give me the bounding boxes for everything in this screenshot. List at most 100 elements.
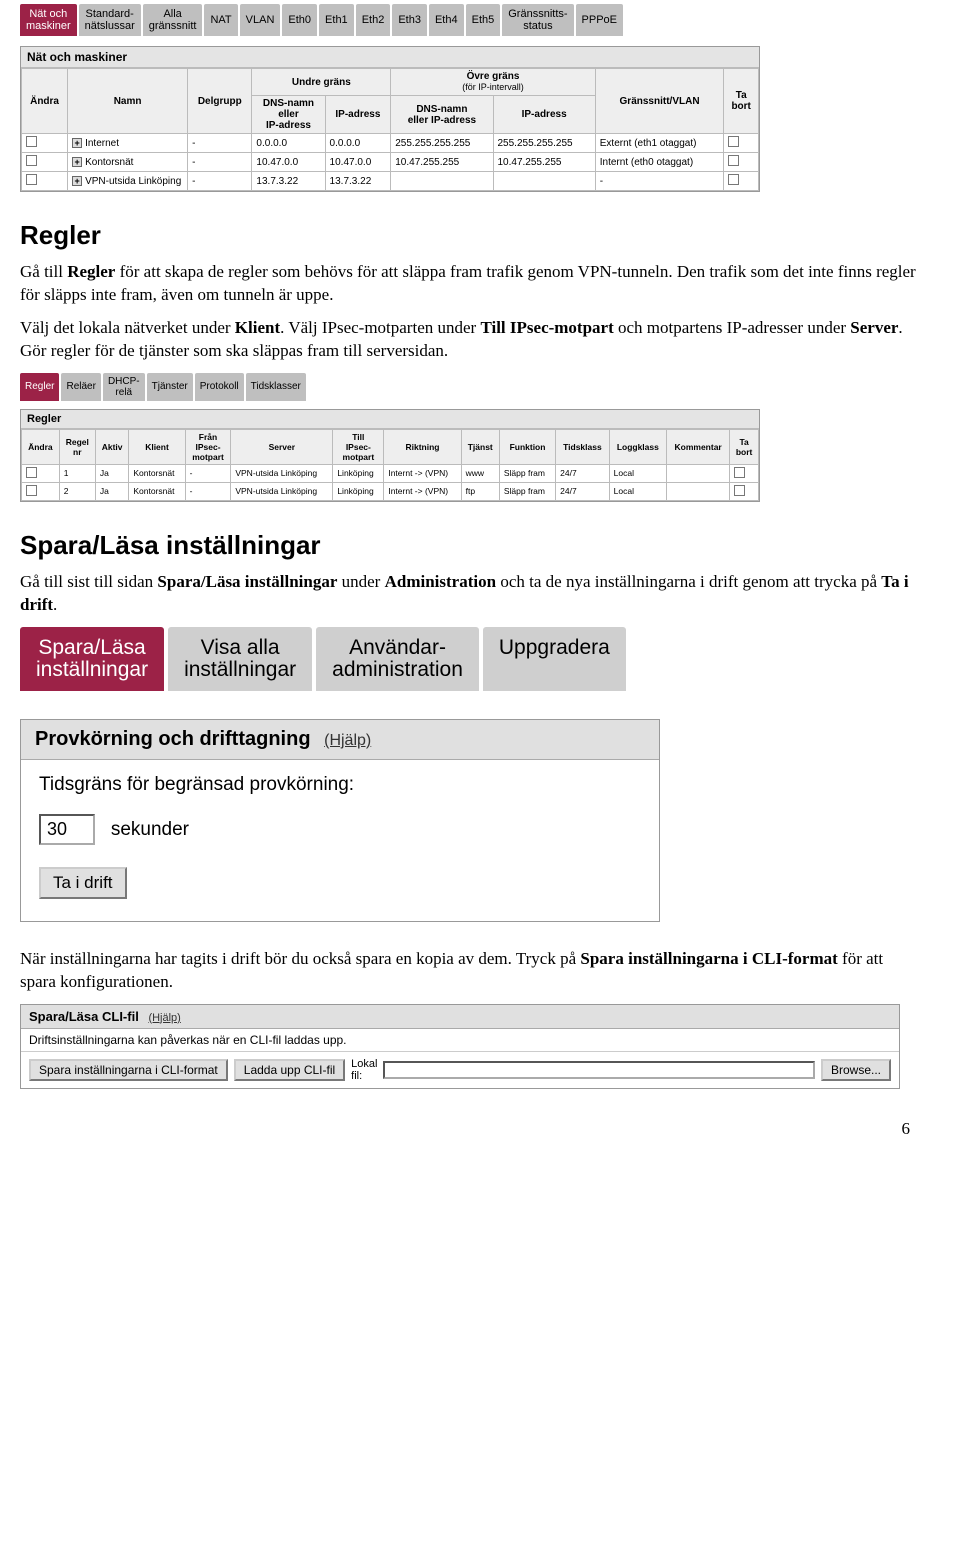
- admin-tab-bar: Spara/Läsa inställningar Visa alla instä…: [20, 627, 940, 691]
- delete-checkbox[interactable]: [728, 136, 739, 147]
- th: Aktiv: [95, 429, 128, 464]
- table-row: +Kontorsnät-10.47.0.010.47.0.010.47.255.…: [22, 153, 759, 172]
- heading-spara: Spara/Läsa inställningar: [20, 530, 940, 561]
- tab-pppoe[interactable]: PPPoE: [576, 4, 623, 36]
- th-undre: Undre gräns: [252, 69, 391, 96]
- th: Tidsklass: [556, 429, 609, 464]
- th-dns2: DNS-namn eller IP-adress: [391, 96, 493, 134]
- networks-table: Ändra Namn Delgrupp Undre gräns Övre grä…: [21, 68, 759, 191]
- th: Tjänst: [461, 429, 499, 464]
- tab-nat-och-maskiner[interactable]: Nät och maskiner: [20, 4, 77, 36]
- tab-relaer[interactable]: Reläer: [61, 373, 100, 401]
- th: Loggklass: [609, 429, 666, 464]
- cli-help-link[interactable]: (Hjälp): [148, 1012, 180, 1024]
- th-granssnitt: Gränssnitt/VLAN: [595, 69, 724, 134]
- edit-checkbox[interactable]: [26, 136, 37, 147]
- th: Funktion: [499, 429, 555, 464]
- page-number: 6: [20, 1119, 940, 1139]
- edit-checkbox[interactable]: [26, 174, 37, 185]
- limit-label: Tidsgräns för begränsad provkörning:: [39, 774, 641, 796]
- tab-standard-natslussar[interactable]: Standard- nätslussar: [79, 4, 141, 36]
- th: Från IPsec- motpart: [185, 429, 231, 464]
- delete-checkbox[interactable]: [734, 467, 745, 478]
- tab-spara-lasa[interactable]: Spara/Läsa inställningar: [20, 627, 164, 691]
- tab-regler[interactable]: Regler: [20, 373, 59, 401]
- edit-checkbox[interactable]: [26, 467, 37, 478]
- table-row: 1JaKontorsnät-VPN-utsida LinköpingLinköp…: [22, 464, 759, 482]
- networks-panel-title: Nät och maskiner: [21, 47, 759, 68]
- limit-unit: sekunder: [111, 819, 189, 840]
- tab-eth2[interactable]: Eth2: [356, 4, 391, 36]
- admin-screenshot: Spara/Läsa inställningar Visa alla instä…: [20, 627, 940, 922]
- networks-screenshot: Nät och maskiner Standard- nätslussar Al…: [20, 4, 940, 192]
- expand-icon[interactable]: +: [72, 157, 82, 167]
- spara-para: Gå till sist till sidan Spara/Läsa instä…: [20, 571, 920, 617]
- tab-eth4[interactable]: Eth4: [429, 4, 464, 36]
- rules-panel-title: Regler: [21, 410, 759, 429]
- heading-regler: Regler: [20, 220, 940, 251]
- tab-uppgradera[interactable]: Uppgradera: [483, 627, 626, 691]
- th: Till IPsec- motpart: [333, 429, 384, 464]
- table-row: 2JaKontorsnät-VPN-utsida LinköpingLinköp…: [22, 482, 759, 500]
- delete-checkbox[interactable]: [734, 485, 745, 496]
- networks-tab-bar: Nät och maskiner Standard- nätslussar Al…: [20, 4, 940, 36]
- tab-tidsklasser[interactable]: Tidsklasser: [246, 373, 306, 401]
- rules-table: ÄndraRegel nrAktivKlientFrån IPsec- motp…: [21, 429, 759, 501]
- th-namn: Namn: [68, 69, 188, 134]
- th: Kommentar: [667, 429, 730, 464]
- table-row: +Internet-0.0.0.00.0.0.0255.255.255.2552…: [22, 134, 759, 153]
- cli-panel: Spara/Läsa CLI-fil (Hjälp) Driftsinställ…: [20, 1004, 900, 1089]
- rules-tab-bar: Regler Reläer DHCP- relä Tjänster Protok…: [20, 373, 940, 401]
- tab-protokoll[interactable]: Protokoll: [195, 373, 244, 401]
- expand-icon[interactable]: +: [72, 176, 82, 186]
- edit-checkbox[interactable]: [26, 155, 37, 166]
- cli-load-button[interactable]: Ladda upp CLI-fil: [234, 1059, 345, 1081]
- tab-eth3[interactable]: Eth3: [392, 4, 427, 36]
- th-tabort: Ta bort: [724, 69, 759, 134]
- limit-input[interactable]: 30: [39, 814, 95, 845]
- table-row: +VPN-utsida Linköping-13.7.3.2213.7.3.22…: [22, 172, 759, 191]
- cli-save-button[interactable]: Spara inställningarna i CLI-format: [29, 1059, 228, 1081]
- provkorning-panel: Provkörning och drifttagning (Hjälp) Tid…: [20, 719, 660, 922]
- cli-local-label: Lokal fil:: [351, 1058, 377, 1082]
- tab-tjanster[interactable]: Tjänster: [147, 373, 193, 401]
- tab-eth0[interactable]: Eth0: [282, 4, 317, 36]
- tab-vlan[interactable]: VLAN: [240, 4, 281, 36]
- th: Regel nr: [59, 429, 95, 464]
- delete-checkbox[interactable]: [728, 155, 739, 166]
- th: Riktning: [384, 429, 461, 464]
- cli-header: Spara/Läsa CLI-fil (Hjälp): [21, 1005, 899, 1029]
- th-ip1: IP-adress: [325, 96, 391, 134]
- th-dns1: DNS-namn eller IP-adress: [252, 96, 325, 134]
- tab-eth5[interactable]: Eth5: [466, 4, 501, 36]
- after-para: När inställningarna har tagits i drift b…: [20, 948, 920, 994]
- tab-nat[interactable]: NAT: [204, 4, 237, 36]
- cli-note: Driftsinställningarna kan påverkas när e…: [21, 1029, 899, 1051]
- delete-checkbox[interactable]: [728, 174, 739, 185]
- th-andra: Ändra: [22, 69, 68, 134]
- cli-file-input[interactable]: [383, 1061, 815, 1079]
- help-link[interactable]: (Hjälp): [324, 732, 371, 749]
- tab-eth1[interactable]: Eth1: [319, 4, 354, 36]
- tab-dhcp-rela[interactable]: DHCP- relä: [103, 373, 145, 401]
- th-delgrupp: Delgrupp: [188, 69, 252, 134]
- rules-panel: Regler ÄndraRegel nrAktivKlientFrån IPse…: [20, 409, 760, 502]
- th-ovre: Övre gräns (för IP-intervall): [391, 69, 596, 96]
- tab-granssnitts-status[interactable]: Gränssnitts- status: [502, 4, 573, 36]
- tab-anvandar-admin[interactable]: Användar- administration: [316, 627, 479, 691]
- tab-visa-alla[interactable]: Visa alla inställningar: [168, 627, 312, 691]
- th: Ändra: [22, 429, 60, 464]
- ta-i-drift-button[interactable]: Ta i drift: [39, 867, 127, 899]
- provkorning-header: Provkörning och drifttagning (Hjälp): [21, 720, 659, 760]
- cli-browse-button[interactable]: Browse...: [821, 1059, 891, 1081]
- edit-checkbox[interactable]: [26, 485, 37, 496]
- tab-alla-granssnitt[interactable]: Alla gränssnitt: [143, 4, 203, 36]
- th: Klient: [129, 429, 185, 464]
- expand-icon[interactable]: +: [72, 138, 82, 148]
- th-ip2: IP-adress: [493, 96, 595, 134]
- networks-panel: Nät och maskiner Ändra Namn Delgrupp Und…: [20, 46, 760, 192]
- th: Server: [231, 429, 333, 464]
- th: Ta bort: [730, 429, 759, 464]
- regler-para2: Välj det lokala nätverket under Klient. …: [20, 317, 920, 363]
- regler-para1: Gå till Regler för att skapa de regler s…: [20, 261, 920, 307]
